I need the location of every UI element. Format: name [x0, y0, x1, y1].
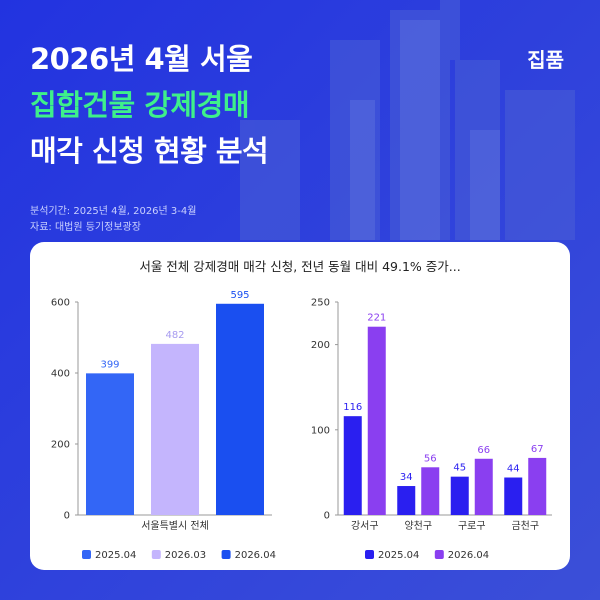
chart2-data-label: 44 [507, 464, 520, 475]
chart1-ytick-label: 200 [51, 440, 70, 451]
header: 2026년 4월 서울 집합건물 강제경매 매각 신청 현황 분석 [30, 36, 269, 174]
chart2-category-label: 금천구 [511, 520, 539, 532]
chart1-legend-swatch [151, 550, 161, 559]
chart2-legend-label: 2025.04 [378, 550, 419, 561]
chart2-bar [528, 457, 547, 515]
chart1-ytick-label: 600 [51, 298, 70, 309]
chart2-legend-swatch [434, 550, 444, 559]
chart1-data-label: 595 [230, 290, 249, 301]
chart1-bar [216, 303, 264, 515]
chart2-bar [343, 416, 362, 515]
chart2-data-label: 34 [400, 472, 413, 483]
chart1-legend-label: 2025.04 [95, 550, 136, 561]
chart1-legend-label: 2026.03 [165, 550, 206, 561]
chart2-category-label: 구로구 [458, 521, 486, 532]
chart2-data-label: 45 [453, 463, 466, 474]
chart2-bar [474, 458, 493, 515]
chart1-ytick-label: 0 [64, 511, 70, 522]
chart2-data-label: 56 [424, 453, 437, 464]
chart1-data-label: 482 [165, 330, 184, 341]
data-source: 자료: 대법원 등기정보광장 [30, 222, 141, 233]
meta-info: 분석기간: 2025년 4월, 2026년 3-4월 자료: 대법원 등기정보광… [30, 204, 196, 236]
chart2-data-label: 66 [477, 445, 490, 456]
chart1-legend-label: 2026.04 [235, 550, 276, 561]
chart2-bar [397, 486, 416, 515]
brand-logo: 집품 [527, 48, 564, 72]
card-title: 서울 전체 강제경매 매각 신청, 전년 동월 대비 49.1% 증가... [139, 259, 461, 274]
title-line-1: 2026년 4월 서울 [30, 42, 253, 76]
chart1-category-label: 서울특별시 전체 [141, 520, 209, 532]
chart1-legend-swatch [82, 550, 91, 559]
chart-card: 서울 전체 강제경매 매각 신청, 전년 동월 대비 49.1% 증가... 0… [30, 242, 570, 570]
title-line-3: 매각 신청 현황 분석 [30, 134, 269, 168]
chart2-bar [421, 467, 440, 515]
chart1-bar [86, 373, 134, 515]
chart2-legend-label: 2026.04 [448, 550, 489, 561]
chart2-data-label: 116 [343, 402, 362, 413]
chart2-category-label: 강서구 [351, 520, 379, 532]
chart2-bar [504, 477, 523, 515]
analysis-period: 분석기간: 2025년 4월, 2026년 3-4월 [30, 206, 197, 217]
charts-svg: 0 200 400 600 399 482 595 서울특별시 전체 2025.04 2026.0… [51, 290, 552, 561]
chart1-ytick-label: 400 [51, 369, 70, 380]
chart2-ytick-label: 200 [311, 340, 330, 351]
chart2-legend-swatch [365, 550, 374, 559]
chart2-ytick-label: 0 [324, 511, 330, 522]
chart2-category-label: 양천구 [404, 520, 432, 532]
chart1-bar [151, 343, 199, 515]
chart2-bar [450, 476, 469, 515]
chart2-data-label: 67 [531, 444, 544, 455]
chart1-data-label: 399 [100, 359, 119, 370]
chart2-data-label: 221 [367, 313, 386, 324]
title-line-2: 집합건물 강제경매 [30, 88, 250, 122]
chart2-ytick-label: 100 [311, 425, 330, 436]
chart2-ytick-label: 250 [311, 298, 330, 309]
chart2-bar [367, 326, 386, 515]
chart1-legend-swatch [221, 550, 231, 559]
